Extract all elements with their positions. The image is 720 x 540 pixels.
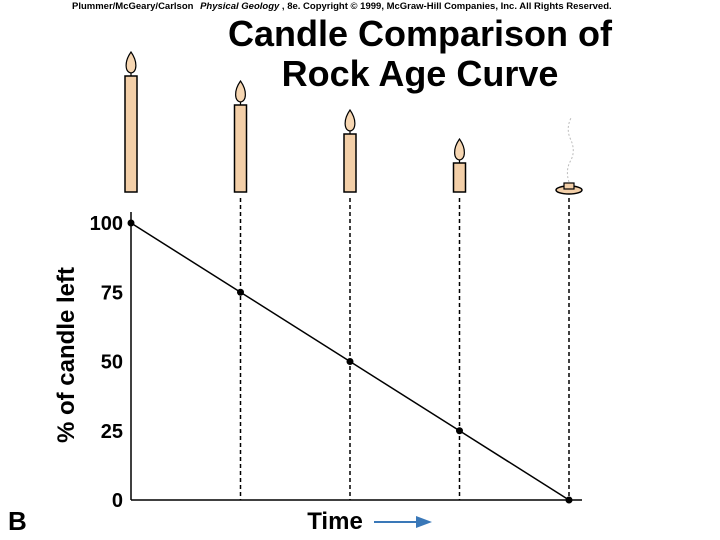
y-tick-label: 75 bbox=[101, 282, 123, 304]
chart-title-line-1: Candle Comparison of bbox=[228, 13, 613, 54]
flame-icon bbox=[454, 137, 465, 161]
chart-title-line-2: Rock Age Curve bbox=[282, 53, 559, 94]
flame-icon bbox=[344, 108, 356, 132]
data-point bbox=[565, 496, 573, 504]
credit-rest: , 8e. Copyright © 1999, McGraw-Hill Comp… bbox=[282, 1, 612, 12]
y-axis-label: % of candle left bbox=[53, 267, 80, 443]
data-point bbox=[456, 427, 463, 435]
data-point bbox=[237, 288, 244, 296]
y-tick-label: 100 bbox=[90, 213, 123, 235]
x-axis-label: Time bbox=[307, 508, 363, 535]
y-tick-labels: 100 75 50 25 0 bbox=[90, 213, 123, 512]
data-points bbox=[127, 219, 573, 504]
dashed-gridlines bbox=[239, 198, 570, 500]
candle-body bbox=[124, 75, 138, 193]
candle-body bbox=[343, 133, 357, 193]
smoke-icon bbox=[566, 117, 574, 183]
credit-authors: Plummer/McGeary/Carlson bbox=[72, 1, 194, 12]
y-tick-label: 50 bbox=[101, 352, 123, 374]
data-point bbox=[346, 358, 354, 365]
credit-book: Physical Geology bbox=[200, 1, 280, 12]
candle-body bbox=[233, 104, 248, 193]
time-arrow-icon bbox=[374, 516, 432, 528]
copyright-line: Plummer/McGeary/Carlson Physical Geology… bbox=[72, 1, 612, 12]
candle-body bbox=[452, 162, 467, 193]
data-point bbox=[127, 219, 135, 227]
flame-icon bbox=[125, 50, 137, 74]
panel-label: B bbox=[8, 506, 27, 536]
candle-illustrations bbox=[124, 50, 583, 195]
candle-stub bbox=[563, 182, 575, 190]
flame-icon bbox=[235, 79, 246, 103]
y-tick-label: 0 bbox=[112, 490, 123, 512]
y-tick-label: 25 bbox=[101, 421, 123, 443]
